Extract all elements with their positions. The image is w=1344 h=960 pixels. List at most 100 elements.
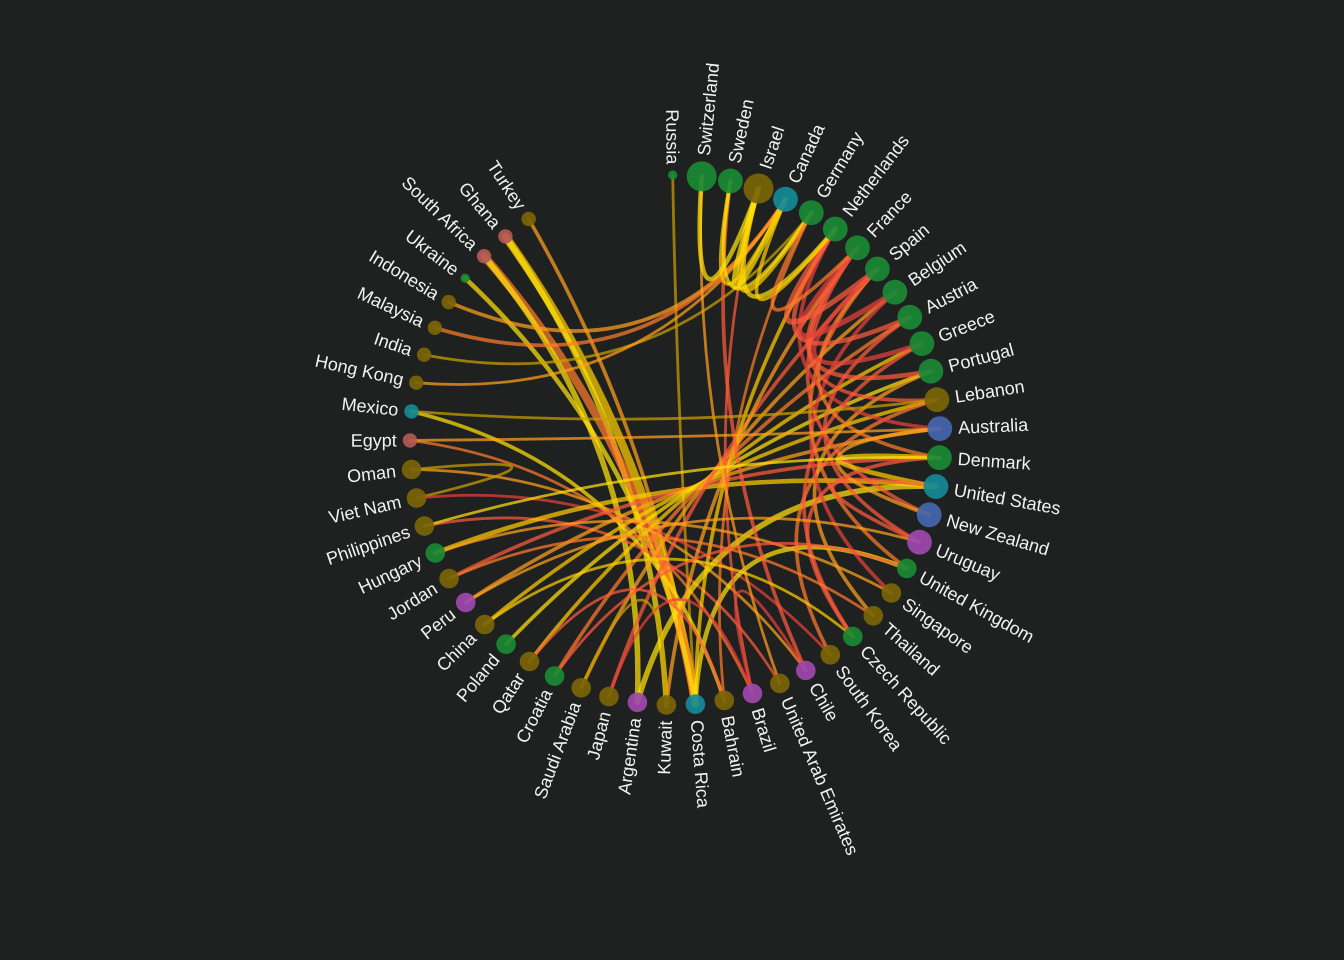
label-brazil: Brazil <box>748 706 780 755</box>
link-croatia-united-kingdom <box>553 541 909 678</box>
label-qatar: Qatar <box>488 669 529 718</box>
label-kuwait: Kuwait <box>654 720 676 775</box>
node-portugal[interactable] <box>918 358 944 384</box>
label-egypt: Egypt <box>351 431 397 451</box>
link-france-germany <box>770 210 860 312</box>
link-israel-switzerland <box>697 174 761 282</box>
label-india: India <box>371 328 415 360</box>
node-switzerland[interactable] <box>686 161 717 192</box>
node-philippines[interactable] <box>414 516 435 536</box>
label-united-arab-emirates: United Arab Emirates <box>777 694 863 858</box>
link-united-states-uruguay <box>830 477 938 545</box>
node-south-korea[interactable] <box>820 645 841 665</box>
node-sweden[interactable] <box>718 168 743 194</box>
node-turkey[interactable] <box>521 211 536 227</box>
label-chile: Chile <box>805 679 843 725</box>
node-lebanon[interactable] <box>924 387 950 413</box>
node-austria[interactable] <box>897 304 923 330</box>
node-croatia[interactable] <box>544 666 565 686</box>
node-kuwait[interactable] <box>656 695 677 715</box>
link-qatar-bahrain <box>528 588 726 702</box>
node-belgium[interactable] <box>882 279 908 305</box>
node-singapore[interactable] <box>881 583 902 603</box>
node-brazil[interactable] <box>742 683 763 704</box>
node-saudi-arabia[interactable] <box>571 678 591 698</box>
link-denmark-spain <box>816 267 942 460</box>
link-belgium-france <box>797 245 898 339</box>
node-oman[interactable] <box>401 459 422 480</box>
node-hong-kong[interactable] <box>409 375 424 390</box>
link-russia-costa-rica <box>671 173 697 706</box>
node-india[interactable] <box>416 347 432 362</box>
label-israel: Israel <box>756 124 789 172</box>
node-ukraine[interactable] <box>460 273 470 283</box>
node-costa-rica[interactable] <box>685 694 706 714</box>
node-south-africa[interactable] <box>476 249 492 264</box>
link-new-zealand-france <box>805 245 932 517</box>
label-peru: Peru <box>417 604 459 643</box>
node-russia[interactable] <box>668 170 678 180</box>
node-china[interactable] <box>474 614 495 635</box>
label-bahrain: Bahrain <box>717 714 748 779</box>
node-germany[interactable] <box>798 200 824 226</box>
node-australia[interactable] <box>927 416 953 441</box>
link-hong-kong-canada <box>414 197 787 386</box>
link-philippines-united-arab-emirates <box>423 516 782 685</box>
node-thailand[interactable] <box>863 606 884 626</box>
node-czech-republic[interactable] <box>843 626 863 647</box>
node-malaysia[interactable] <box>427 320 443 335</box>
link-peru-uruguay <box>464 516 921 604</box>
label-argentina: Argentina <box>614 716 645 796</box>
node-united-states[interactable] <box>923 474 949 499</box>
node-egypt[interactable] <box>402 433 418 448</box>
link-netherlands-canada <box>754 197 838 302</box>
node-canada[interactable] <box>773 186 798 212</box>
node-netherlands[interactable] <box>822 216 848 242</box>
link-philippines-denmark <box>423 456 941 528</box>
node-argentina[interactable] <box>627 692 648 713</box>
node-chile[interactable] <box>796 660 816 681</box>
node-qatar[interactable] <box>519 651 540 672</box>
node-peru[interactable] <box>455 592 476 613</box>
label-lebanon: Lebanon <box>954 376 1026 406</box>
label-spain: Spain <box>885 220 933 265</box>
node-poland[interactable] <box>496 634 516 654</box>
node-mexico[interactable] <box>404 404 419 419</box>
node-indonesia[interactable] <box>441 294 456 310</box>
node-denmark[interactable] <box>927 445 952 471</box>
link-brazil-chile <box>734 589 808 695</box>
link-greece-spain <box>811 266 925 366</box>
label-mexico: Mexico <box>341 394 400 420</box>
node-ghana[interactable] <box>498 229 513 244</box>
node-japan[interactable] <box>599 686 619 707</box>
label-greece: Greece <box>935 306 997 346</box>
node-spain[interactable] <box>865 256 890 282</box>
link-saudi-arabia-kuwait <box>579 598 668 707</box>
node-bahrain[interactable] <box>714 690 735 711</box>
link-czech-republic-greece <box>802 341 924 639</box>
nodes-layer <box>401 161 953 715</box>
label-australia: Australia <box>958 415 1030 438</box>
node-new-zealand[interactable] <box>916 502 942 528</box>
link-australia-netherlands <box>797 227 942 431</box>
link-jordan-thailand <box>447 535 875 618</box>
label-denmark: Denmark <box>957 449 1032 474</box>
node-united-kingdom[interactable] <box>897 558 917 579</box>
label-costa-rica: Costa Rica <box>687 719 714 809</box>
node-hungary[interactable] <box>425 543 446 563</box>
node-uruguay[interactable] <box>907 529 932 555</box>
link-ukraine-costa-rica <box>462 275 698 707</box>
label-united-states: United States <box>952 480 1062 519</box>
node-jordan[interactable] <box>439 568 459 589</box>
node-greece[interactable] <box>909 331 935 356</box>
label-oman: Oman <box>346 461 397 486</box>
node-israel[interactable] <box>743 173 774 204</box>
links-layer <box>408 173 942 709</box>
node-viet-nam[interactable] <box>406 488 427 508</box>
label-russia: Russia <box>662 109 682 165</box>
link-japan-brazil <box>607 598 754 698</box>
label-portugal: Portugal <box>946 339 1016 376</box>
node-united-arab-emirates[interactable] <box>770 673 790 694</box>
node-france[interactable] <box>845 235 870 261</box>
link-germany-sweden <box>721 179 814 291</box>
